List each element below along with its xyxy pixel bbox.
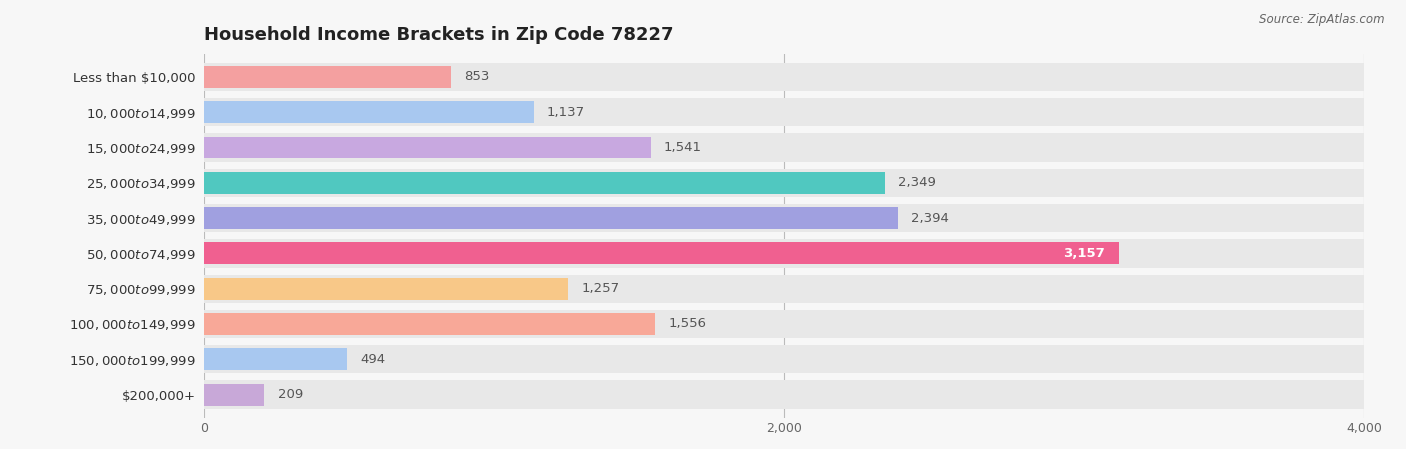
- Bar: [204, 275, 1364, 303]
- Bar: [204, 101, 534, 123]
- Bar: [204, 278, 568, 299]
- Bar: [204, 242, 1119, 264]
- Bar: [204, 380, 1364, 409]
- Bar: [204, 207, 898, 229]
- Text: 209: 209: [277, 388, 302, 401]
- Bar: [204, 63, 1364, 91]
- Text: Household Income Brackets in Zip Code 78227: Household Income Brackets in Zip Code 78…: [204, 26, 673, 44]
- Bar: [204, 348, 347, 370]
- Bar: [204, 136, 651, 158]
- Text: 2,349: 2,349: [898, 176, 936, 189]
- Text: 1,556: 1,556: [668, 317, 706, 330]
- Bar: [204, 98, 1364, 126]
- Bar: [204, 172, 884, 194]
- Bar: [204, 313, 655, 335]
- Text: 1,541: 1,541: [664, 141, 702, 154]
- Bar: [204, 345, 1364, 374]
- Text: 3,157: 3,157: [1063, 247, 1105, 260]
- Text: 1,137: 1,137: [547, 106, 585, 119]
- Bar: [204, 384, 264, 405]
- Text: Source: ZipAtlas.com: Source: ZipAtlas.com: [1260, 13, 1385, 26]
- Bar: [204, 310, 1364, 338]
- Text: 1,257: 1,257: [582, 282, 620, 295]
- Bar: [204, 169, 1364, 197]
- Bar: [204, 239, 1364, 268]
- Text: 853: 853: [464, 70, 489, 84]
- Bar: [204, 204, 1364, 232]
- Bar: [204, 133, 1364, 162]
- Text: 494: 494: [360, 353, 385, 366]
- Text: 2,394: 2,394: [911, 211, 949, 224]
- Bar: [204, 66, 451, 88]
